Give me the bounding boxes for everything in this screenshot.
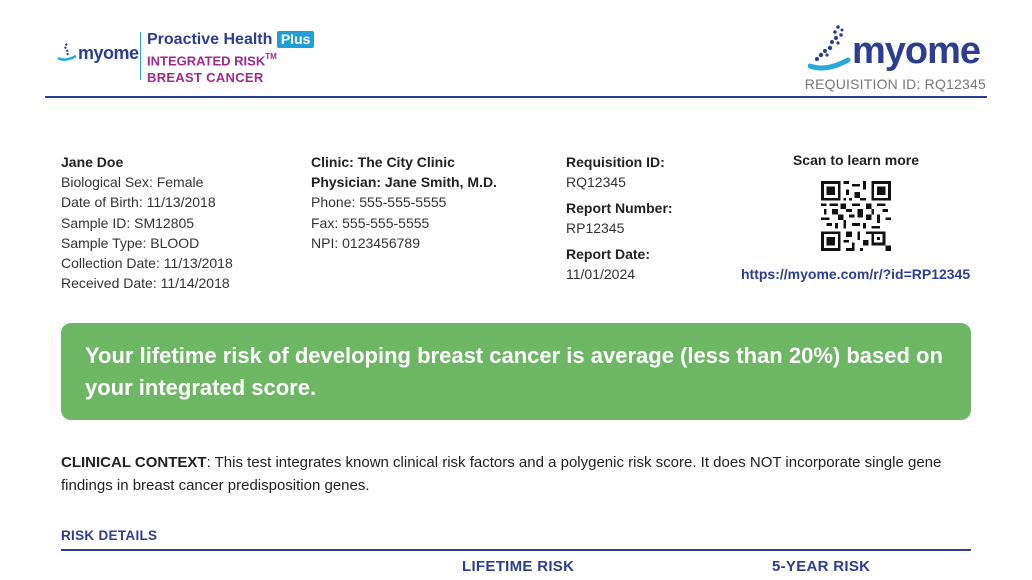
clinic-name: Clinic: The City Clinic	[311, 154, 455, 170]
requisition-label: Requisition ID:	[566, 154, 665, 170]
report-date-label: Report Date:	[566, 246, 651, 262]
dna-hand-logo-icon	[808, 25, 851, 71]
report-link[interactable]: https://myome.com/r/?id=RP12345	[741, 266, 971, 282]
requisition-value: RQ12345	[566, 174, 626, 190]
physician-name: Physician: Jane Smith, M.D.	[311, 174, 497, 191]
clinic-info: Clinic: The City Clinic Physician: Jane …	[311, 152, 497, 253]
risk-details-heading: RISK DETAILS	[61, 528, 158, 543]
clinic-phone: Phone: 555-555-5555	[311, 194, 447, 211]
small-logo-wordmark: myome	[78, 42, 139, 63]
myome-logo: myome	[808, 24, 981, 72]
plus-badge: Plus	[276, 31, 315, 48]
trademark-mark: TM	[265, 52, 277, 61]
big-logo-wordmark: myome	[852, 30, 981, 72]
report-date-value: 11/01/2024	[566, 266, 636, 282]
patient-info: Jane Doe Biological Sex: Female Date of …	[61, 152, 233, 293]
report-number-label: Report Number:	[566, 200, 673, 216]
report-info: Requisition ID: RQ12345 Report Number: R…	[566, 152, 673, 284]
patient-dob: Date of Birth: 11/13/2018	[61, 194, 216, 211]
lifetime-risk-header: LIFETIME RISK	[462, 558, 575, 575]
logo-divider	[140, 32, 141, 80]
myome-small-logo: myome	[56, 42, 139, 64]
patient-name: Jane Doe	[61, 154, 124, 170]
clinical-context-label: CLINICAL CONTEXT	[61, 454, 207, 471]
sample-id: Sample ID: SM12805	[61, 214, 195, 231]
requisition-id-header: REQUISITION ID: RQ12345	[804, 76, 986, 92]
qr-code[interactable]	[821, 181, 891, 251]
risk-details-divider	[61, 549, 971, 551]
product-title: Proactive Health Plus INTEGRATED RISKTM …	[147, 31, 315, 86]
five-year-risk-header: 5-YEAR RISK	[772, 558, 871, 575]
clinic-npi: NPI: 0123456789	[311, 234, 420, 251]
patient-sex: Biological Sex: Female	[61, 174, 204, 191]
clinical-context: CLINICAL CONTEXT: This test integrates k…	[61, 451, 961, 497]
product-subtitle: BREAST CANCER	[147, 70, 264, 86]
risk-summary-banner: Your lifetime risk of developing breast …	[61, 323, 971, 420]
report-number-value: RP12345	[566, 220, 625, 236]
product-name: Proactive Health	[147, 31, 273, 48]
sample-type: Sample Type: BLOOD	[61, 234, 200, 251]
header-divider	[45, 96, 987, 98]
clinic-fax: Fax: 555-555-5555	[311, 214, 430, 231]
dna-hand-icon	[57, 43, 77, 61]
received-date: Received Date: 11/14/2018	[61, 275, 230, 292]
collection-date: Collection Date: 11/13/2018	[61, 255, 233, 272]
scan-label: Scan to learn more	[792, 152, 920, 168]
clinical-context-text: : This test integrates known clinical ri…	[61, 454, 942, 494]
product-line: INTEGRATED RISK	[147, 53, 266, 69]
